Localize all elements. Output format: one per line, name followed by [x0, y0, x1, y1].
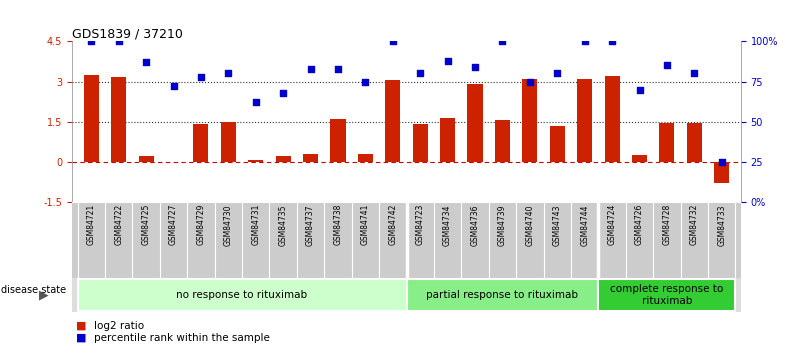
- Text: GSM84728: GSM84728: [662, 204, 671, 245]
- Point: [139, 59, 152, 65]
- Bar: [440, 118, 455, 162]
- Text: GSM84730: GSM84730: [223, 204, 233, 246]
- Point: [469, 64, 481, 70]
- Point: [441, 58, 454, 63]
- Text: GSM84744: GSM84744: [580, 204, 590, 246]
- Bar: [193, 124, 208, 162]
- Text: GSM84721: GSM84721: [87, 204, 96, 245]
- Text: GSM84739: GSM84739: [498, 204, 507, 246]
- Bar: [659, 123, 674, 162]
- Bar: [686, 123, 702, 162]
- Point: [715, 159, 728, 165]
- Text: GSM84725: GSM84725: [142, 204, 151, 246]
- Bar: [714, 162, 729, 183]
- Text: GSM84729: GSM84729: [196, 204, 205, 246]
- Text: log2 ratio: log2 ratio: [94, 321, 144, 331]
- Text: GSM84741: GSM84741: [361, 204, 370, 246]
- Bar: [468, 84, 482, 162]
- Text: GSM84726: GSM84726: [635, 204, 644, 246]
- Point: [332, 66, 344, 71]
- Bar: [605, 76, 620, 162]
- Point: [386, 39, 399, 44]
- Text: GSM84742: GSM84742: [388, 204, 397, 246]
- Text: GSM84738: GSM84738: [333, 204, 343, 246]
- Bar: [111, 78, 127, 162]
- Point: [496, 39, 509, 44]
- Point: [167, 83, 180, 89]
- Bar: [358, 154, 373, 162]
- Bar: [549, 126, 565, 162]
- Point: [578, 39, 591, 44]
- Point: [633, 87, 646, 92]
- Bar: [331, 119, 345, 162]
- Point: [112, 39, 125, 44]
- Point: [222, 71, 235, 76]
- Bar: [413, 124, 428, 162]
- Point: [304, 66, 317, 71]
- Point: [688, 71, 701, 76]
- Text: GSM84736: GSM84736: [470, 204, 480, 246]
- Text: GSM84740: GSM84740: [525, 204, 534, 246]
- Point: [523, 79, 536, 84]
- Text: GSM84723: GSM84723: [416, 204, 425, 246]
- Text: GSM84737: GSM84737: [306, 204, 315, 246]
- Bar: [522, 79, 537, 162]
- Text: GSM84724: GSM84724: [608, 204, 617, 246]
- Text: GSM84727: GSM84727: [169, 204, 178, 246]
- Point: [551, 71, 564, 76]
- Text: ■: ■: [76, 321, 87, 331]
- Bar: [84, 75, 99, 162]
- Bar: [385, 80, 400, 162]
- Text: GSM84743: GSM84743: [553, 204, 562, 246]
- Point: [606, 39, 618, 44]
- Point: [85, 39, 98, 44]
- Text: ▶: ▶: [39, 288, 49, 302]
- Point: [195, 74, 207, 79]
- Text: GSM84733: GSM84733: [717, 204, 727, 246]
- Bar: [578, 79, 592, 162]
- Point: [249, 100, 262, 105]
- Bar: [303, 154, 318, 162]
- Bar: [598, 279, 735, 311]
- Point: [359, 79, 372, 84]
- Point: [414, 71, 427, 76]
- Text: ■: ■: [76, 333, 87, 343]
- Text: GDS1839 / 37210: GDS1839 / 37210: [72, 27, 183, 40]
- Text: partial response to rituximab: partial response to rituximab: [426, 290, 578, 300]
- Bar: [407, 279, 598, 311]
- Text: complete response to
rituximab: complete response to rituximab: [610, 284, 723, 306]
- Text: no response to rituximab: no response to rituximab: [176, 290, 308, 300]
- Bar: [139, 156, 154, 162]
- Bar: [248, 160, 264, 162]
- Bar: [276, 156, 291, 162]
- Text: GSM84735: GSM84735: [279, 204, 288, 246]
- Text: disease state: disease state: [1, 285, 66, 295]
- Text: GSM84732: GSM84732: [690, 204, 698, 246]
- Text: percentile rank within the sample: percentile rank within the sample: [94, 333, 270, 343]
- Point: [277, 90, 290, 96]
- Bar: [221, 122, 235, 162]
- Text: GSM84731: GSM84731: [252, 204, 260, 246]
- Point: [661, 63, 674, 68]
- Bar: [78, 279, 407, 311]
- Text: GSM84734: GSM84734: [443, 204, 452, 246]
- Bar: [632, 155, 647, 162]
- Text: GSM84722: GSM84722: [115, 204, 123, 245]
- Bar: [495, 120, 510, 162]
